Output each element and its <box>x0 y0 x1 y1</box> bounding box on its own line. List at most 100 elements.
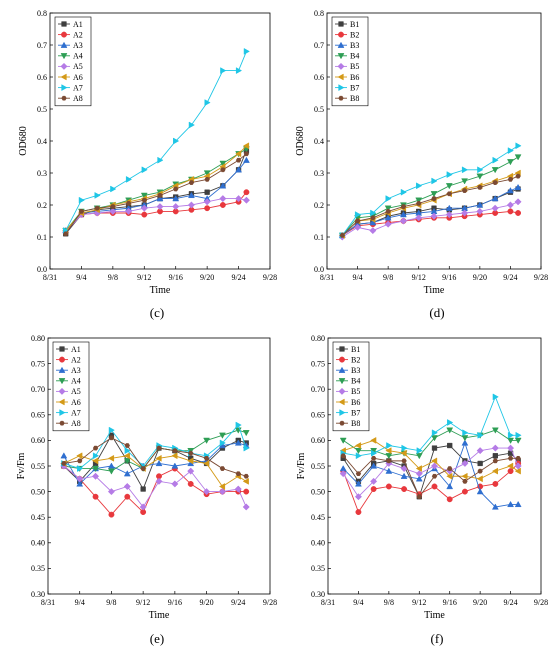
data-point-B4 <box>514 437 522 444</box>
series-B5 <box>338 198 522 241</box>
data-point-A5 <box>203 198 211 206</box>
data-point-A7 <box>78 196 85 204</box>
data-point-B2 <box>431 483 438 490</box>
data-point-A5 <box>140 204 148 212</box>
data-point-B5 <box>369 227 377 235</box>
x-tick-label: 9/24 <box>231 598 245 607</box>
data-point-A5 <box>123 482 131 491</box>
legend-entry: B3 <box>350 41 359 50</box>
data-point-B8 <box>416 201 422 206</box>
data-point-B3 <box>491 195 499 202</box>
data-point-A4 <box>203 170 211 177</box>
data-point-B8 <box>370 455 377 461</box>
data-point-B3 <box>400 472 408 479</box>
data-point-B4 <box>415 197 423 204</box>
x-tick-label: 9/12 <box>136 598 150 607</box>
data-point-B8 <box>477 468 483 474</box>
data-point-B4 <box>445 183 453 190</box>
x-tick-label: 9/16 <box>169 273 183 282</box>
data-point-B3 <box>476 201 484 208</box>
data-point-A4 <box>108 468 115 475</box>
legend-entry: A8 <box>73 94 83 103</box>
x-tick-label: 9/16 <box>443 598 457 607</box>
data-point-A8 <box>219 466 226 471</box>
data-point-B8 <box>507 177 514 182</box>
data-point-A8 <box>77 458 83 464</box>
legend-marker <box>339 409 346 417</box>
legend-entry: B6 <box>351 398 360 407</box>
x-axis-label: Time <box>424 285 445 296</box>
data-point-A7 <box>204 99 211 107</box>
y-tick-label: 0.80 <box>31 334 45 343</box>
data-point-B7 <box>492 156 499 164</box>
series-line-B8 <box>341 175 519 236</box>
data-point-A2 <box>187 480 194 487</box>
legend-entry: B5 <box>351 387 360 396</box>
data-point-B4 <box>507 159 514 166</box>
data-point-A7 <box>157 156 164 164</box>
data-point-B8 <box>339 233 345 238</box>
legend-entry: B1 <box>351 345 360 354</box>
y-tick-label: 0.55 <box>31 462 45 471</box>
data-point-A3 <box>219 182 227 189</box>
legend-marker <box>337 53 345 60</box>
data-point-B5 <box>514 198 522 206</box>
series-line-B3 <box>342 441 519 508</box>
data-point-A6 <box>155 454 162 462</box>
data-point-B8 <box>370 215 376 221</box>
data-point-B3 <box>400 211 407 218</box>
data-point-B5 <box>370 477 378 485</box>
data-point-A8 <box>124 443 130 448</box>
data-point-B1 <box>492 453 499 459</box>
y-tick-label: 0.65 <box>31 411 45 420</box>
data-point-B7 <box>507 431 515 439</box>
data-point-A3 <box>188 191 195 199</box>
data-point-B4 <box>430 191 438 198</box>
y-tick-label: 0.45 <box>31 513 45 522</box>
legend-entry: B4 <box>350 52 359 61</box>
y-tick-label: 0.40 <box>31 539 45 548</box>
data-point-B8 <box>492 180 498 185</box>
legend-marker <box>61 21 67 27</box>
data-point-A7 <box>243 444 250 452</box>
y-tick-label: 0.7 <box>37 41 47 50</box>
data-point-B3 <box>507 187 514 194</box>
data-point-B4 <box>514 154 522 161</box>
y-tick-label: 0.1 <box>37 233 47 242</box>
data-point-A5 <box>76 475 84 483</box>
data-point-B6 <box>385 447 392 455</box>
panel-label: (c) <box>150 305 164 320</box>
legend-entry: B2 <box>350 30 359 39</box>
data-point-B4 <box>355 447 362 455</box>
data-point-B4 <box>431 435 438 442</box>
legend-box <box>331 16 369 107</box>
series-A8 <box>61 435 249 479</box>
data-point-A4 <box>203 437 210 444</box>
legend-marker <box>337 62 345 70</box>
legend-entry: B5 <box>350 62 359 71</box>
legend-entry: A6 <box>71 398 81 407</box>
series-B7 <box>340 393 522 460</box>
legend-entry: B2 <box>351 355 360 364</box>
x-tick-label: 9/20 <box>473 598 487 607</box>
legend-marker <box>59 346 65 352</box>
data-point-B5 <box>415 214 423 222</box>
data-point-A8 <box>141 197 147 203</box>
data-point-A7 <box>92 452 100 460</box>
legend-entry: A5 <box>73 62 83 71</box>
legend-entry: A1 <box>71 345 81 354</box>
x-tick-label: 9/28 <box>263 598 277 607</box>
y-tick-label: 0.40 <box>311 539 325 548</box>
data-point-A8 <box>235 471 241 477</box>
data-point-B3 <box>514 500 522 508</box>
y-tick-label: 0.50 <box>31 487 45 496</box>
data-point-B5 <box>476 447 484 455</box>
x-tick-label: 9/4 <box>352 273 362 282</box>
legend-entry: A7 <box>73 83 83 92</box>
data-point-B3 <box>369 219 377 226</box>
legend-entry: B6 <box>350 73 359 82</box>
data-point-A2 <box>243 488 250 495</box>
x-tick-label: 9/4 <box>76 273 86 282</box>
series-A5 <box>62 195 250 236</box>
y-tick-label: 0.35 <box>311 564 325 573</box>
